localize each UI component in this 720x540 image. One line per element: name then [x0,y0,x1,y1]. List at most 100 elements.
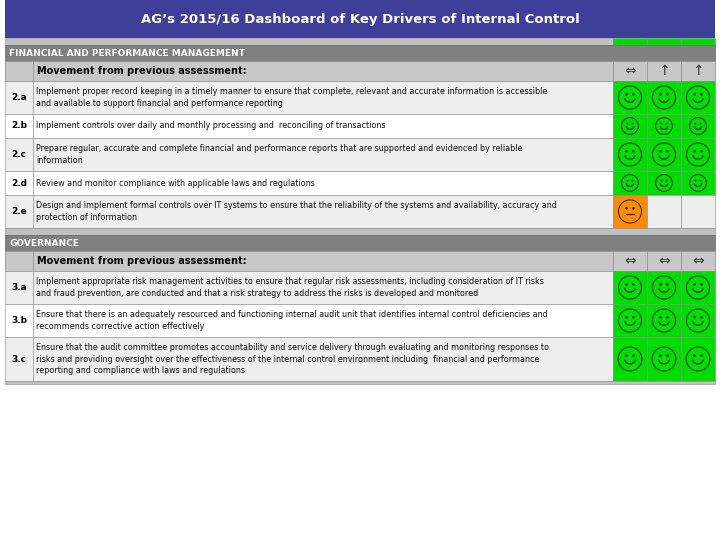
Circle shape [621,118,639,134]
Bar [613,195,647,228]
Text: Movement from previous assessment:: Movement from previous assessment: [37,256,247,266]
Circle shape [665,180,667,181]
Bar [33,337,613,381]
Text: 2.a: 2.a [11,93,27,102]
Circle shape [700,123,701,125]
Circle shape [625,283,628,286]
Circle shape [632,283,635,286]
Circle shape [632,354,635,357]
Bar [5,38,613,45]
Bar [647,114,681,138]
Circle shape [686,276,709,299]
Bar [613,171,647,195]
Bar [681,271,715,304]
Bar [613,138,647,171]
Bar [647,337,681,381]
Bar [681,38,715,45]
Circle shape [686,347,710,371]
Text: Movement from previous assessment:: Movement from previous assessment: [37,66,247,76]
Text: 2.c: 2.c [12,150,27,159]
Circle shape [626,180,629,181]
Circle shape [666,283,669,286]
Bar [681,171,715,195]
Bar [613,271,647,304]
Bar [5,337,33,381]
Circle shape [693,316,696,319]
Circle shape [652,309,675,332]
Circle shape [660,180,662,181]
Bar [613,251,647,271]
Bar [5,195,33,228]
Bar [5,114,33,138]
Circle shape [666,316,669,319]
Circle shape [660,123,662,125]
Bar [33,81,613,114]
Bar [5,171,33,195]
Bar [681,251,715,271]
Circle shape [625,354,628,357]
Bar [681,138,715,171]
Bar [33,304,613,337]
Text: 2.d: 2.d [11,179,27,187]
Circle shape [666,93,669,96]
Circle shape [632,207,635,210]
Circle shape [631,123,634,125]
Bar [33,61,613,81]
Bar [5,61,715,81]
Circle shape [618,143,642,166]
Circle shape [701,354,703,357]
Text: FINANCIAL AND PERFORMANCE MANAGEMENT: FINANCIAL AND PERFORMANCE MANAGEMENT [9,49,245,57]
Bar [5,0,715,38]
Circle shape [618,86,642,109]
Circle shape [632,93,635,96]
Text: ⇔: ⇔ [692,254,704,268]
Circle shape [618,309,642,332]
Circle shape [618,347,642,371]
Circle shape [700,150,703,152]
Text: Ensure that the audit committee promotes accountability and service delivery thr: Ensure that the audit committee promotes… [36,343,549,375]
Circle shape [686,143,709,166]
Bar [5,228,715,235]
Circle shape [652,347,676,371]
Bar [5,235,715,251]
Circle shape [625,207,628,210]
Text: 2.b: 2.b [11,122,27,131]
Circle shape [656,174,672,191]
Circle shape [618,200,642,223]
Bar [5,61,33,81]
Bar [33,251,613,271]
Circle shape [625,150,628,152]
Circle shape [659,354,662,357]
Circle shape [700,180,701,181]
Circle shape [693,150,696,152]
Bar [647,304,681,337]
Circle shape [621,174,639,191]
Circle shape [695,123,696,125]
Text: ⇔: ⇔ [624,254,636,268]
Bar [647,195,681,228]
Circle shape [693,354,696,357]
Text: ⇔: ⇔ [658,254,670,268]
Circle shape [652,86,675,109]
Circle shape [626,123,629,125]
Circle shape [652,143,675,166]
Bar [681,81,715,114]
Circle shape [686,86,709,109]
Circle shape [700,283,703,286]
Bar [647,38,681,45]
Bar [681,114,715,138]
Text: GOVERNANCE: GOVERNANCE [9,239,79,247]
Circle shape [625,93,628,96]
Text: Implement appropriate risk management activities to ensure that regular risk ass: Implement appropriate risk management ac… [36,277,544,298]
Text: ⇔: ⇔ [624,64,636,78]
Circle shape [632,316,635,319]
Circle shape [693,283,696,286]
Circle shape [665,123,667,125]
Circle shape [666,150,669,152]
Bar [647,171,681,195]
Bar [5,271,33,304]
Circle shape [656,118,672,134]
Circle shape [631,180,634,181]
Circle shape [690,118,706,134]
Bar [33,114,613,138]
